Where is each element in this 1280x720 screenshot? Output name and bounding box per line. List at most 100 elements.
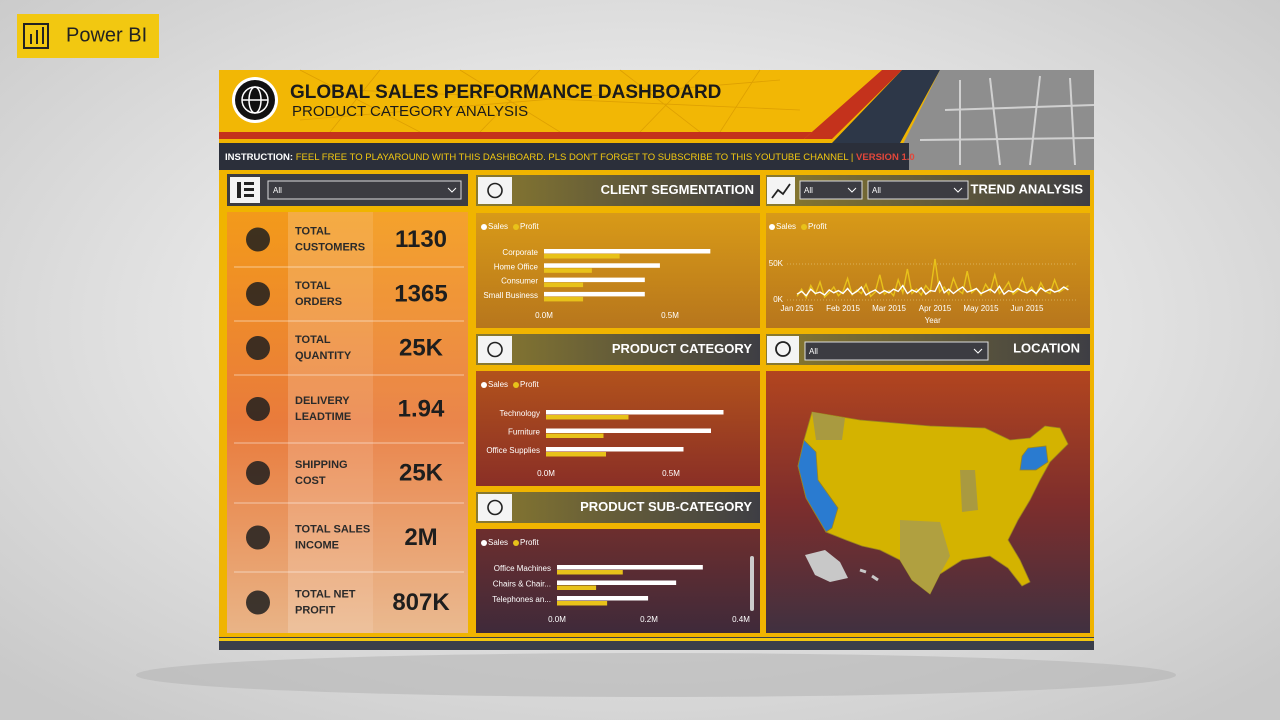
kpi-label: ORDERS [295,296,342,308]
badge [17,14,159,58]
version: VERSION 1.0 [856,152,915,163]
legend-marker [513,382,520,388]
panel-icon [775,341,791,357]
kpi-value: 25K [399,459,444,486]
trend-dropdown-1[interactable] [799,180,863,200]
kpi-label: TOTAL NET [295,588,356,600]
category-label: Technology [500,409,540,418]
panel-title: PRODUCT SUB-CATEGORY [580,499,752,514]
panel-title: CLIENT SEGMENTATION [601,182,754,197]
kpi-icon [246,590,270,615]
red-slant [804,70,902,139]
kpi-label: QUANTITY [295,350,352,362]
legend-label: Profit [520,538,539,547]
kpi-value-column [373,212,468,633]
trend-dropdown-2-value[interactable]: All [872,186,881,195]
bar [544,282,584,288]
bar [557,596,649,601]
panel-header [476,334,760,365]
dropdown-arrow [447,187,457,193]
panel-icon [771,183,791,199]
bar [557,585,597,590]
trend-chart-bg [766,213,1090,328]
bar [544,296,584,302]
category-label: Consumer [501,277,538,286]
x-tick-label: 0.5M [661,311,679,320]
x-tick-label: Jan 2015 [781,304,814,313]
category-label: Chairs & Chair... [493,580,551,589]
bar [544,254,620,259]
panel-icon [487,182,503,199]
legend-label: Profit [520,222,539,231]
kpi-icon [246,461,270,485]
legend-marker [513,540,520,546]
panel-icon-box [767,336,799,363]
category-label: Furniture [508,428,541,437]
kpi-label: PROFIT [295,604,336,616]
trend-line [796,258,1069,300]
kpi-value: 807K [392,589,450,616]
x-tick-label: Apr 2015 [919,304,952,313]
kpi-icon [246,282,270,306]
kpi-icon [246,227,270,252]
instruction-bar [219,143,909,170]
dropdown-arrow [973,348,983,354]
bar [546,433,604,438]
dropdown-arrow [847,187,857,193]
kpi-label: TOTAL [295,225,331,237]
panel-header [476,492,760,523]
trend-line [796,280,1069,297]
panel-title: LOCATION [1013,340,1080,355]
legend-marker [481,224,487,230]
panel-icon-box [478,494,512,521]
bar [546,428,711,433]
legend-label: Sales [488,222,508,231]
dashboard-title: GLOBAL SALES PERFORMANCE DASHBOARD [290,82,721,103]
kpi-panel [227,212,468,633]
category-label: Office Machines [494,564,551,573]
badge-label: Power BI [66,24,147,46]
kpi-label: INCOME [295,539,339,551]
instruction-label: INSTRUCTION: [225,152,293,163]
kpi-label: COST [295,475,326,487]
legend-marker [513,224,520,230]
trend-dropdown-1-value[interactable]: All [804,186,813,195]
kpi-label: TOTAL [295,334,331,346]
kpi-icon [246,525,270,550]
bar [546,415,629,420]
location-dropdown[interactable] [804,341,989,361]
x-tick-label: 0.0M [535,311,553,320]
panel-title: PRODUCT CATEGORY [612,341,752,356]
panel-icon [487,341,503,358]
kpi-label: CUSTOMERS [295,241,365,253]
kpi-value: 1365 [394,280,447,307]
header-photo [890,70,1094,170]
kpi-dropdown[interactable] [267,180,462,200]
x-tick-label: 0.4M [732,615,750,624]
location-dropdown-value[interactable]: All [809,347,818,356]
dashboard-subtitle: PRODUCT CATEGORY ANALYSIS [292,103,528,120]
y-tick-label: 0K [773,295,783,304]
legend-marker [769,224,775,230]
logo-globe [241,86,269,114]
kpi-dropdown-value[interactable]: All [273,186,282,195]
legend-marker [481,540,487,546]
bar [557,565,703,570]
kpi-value: 1130 [395,226,447,253]
navy-slant [832,70,940,143]
legend-marker [481,382,487,388]
legend-marker [801,224,808,230]
kpi-icon [246,336,270,360]
panel-icon-box [767,177,795,204]
bar [544,263,660,268]
bar [544,268,592,273]
x-tick-label: 0.0M [537,469,555,478]
category-label: Corporate [502,248,538,257]
trend-dropdown-2[interactable] [867,180,969,200]
legend-label: Profit [808,222,827,231]
kpi-value: 2M [404,524,437,551]
legend-label: Profit [520,380,539,389]
x-tick-label: May 2015 [963,304,999,313]
scrollbar[interactable] [750,556,754,611]
